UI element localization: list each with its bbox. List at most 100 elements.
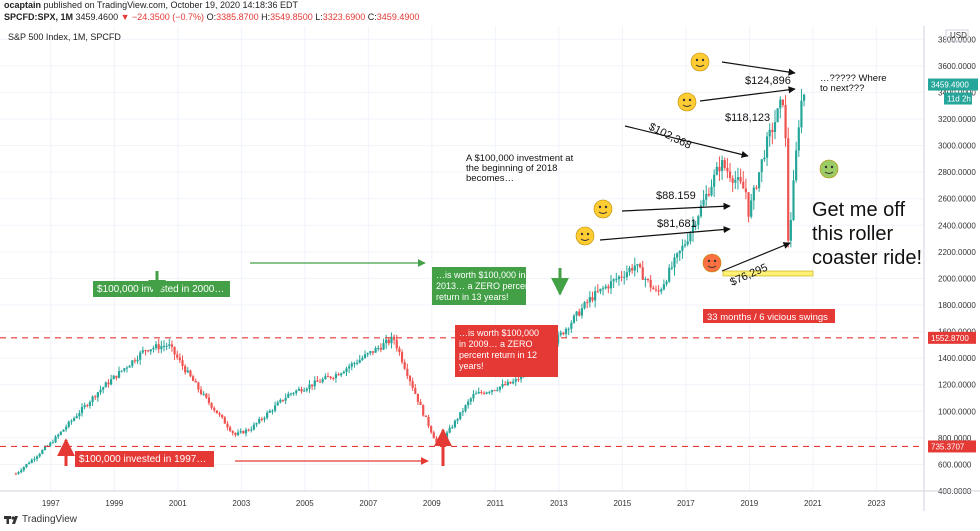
- candle-down: [641, 267, 644, 280]
- candle-up: [88, 402, 92, 406]
- candle-up: [168, 344, 171, 346]
- reference-price-tag: [928, 440, 976, 453]
- y-tick-label: 2000.0000: [938, 274, 976, 283]
- red-annotation-2009-box: [455, 325, 558, 377]
- roller-coaster-text: coaster ride!: [812, 247, 922, 269]
- candle-up: [662, 284, 665, 290]
- candle-up: [477, 392, 480, 394]
- roller-coaster-text: Get me off: [812, 199, 905, 221]
- value-arrow: [599, 225, 731, 241]
- value-arrow: [624, 125, 749, 158]
- candle-up: [287, 393, 290, 398]
- candle-down: [157, 344, 160, 350]
- candle-up: [623, 277, 626, 279]
- candle-up: [382, 343, 385, 350]
- tired-face-icon: [593, 199, 613, 219]
- y-tick-label: 2400.0000: [938, 221, 976, 230]
- candle-down: [607, 286, 610, 289]
- candle-up: [699, 205, 703, 217]
- candle-up: [104, 382, 107, 388]
- candle-up: [686, 241, 689, 245]
- publish-info: ocaptain published on TradingView.com, O…: [0, 0, 980, 12]
- candle-down: [189, 370, 192, 377]
- where-next-text: …????? Where: [820, 73, 887, 84]
- x-tick-label: 2019: [740, 499, 758, 508]
- x-tick-label: 2005: [296, 499, 314, 508]
- candle-down: [432, 432, 435, 439]
- candle-up: [512, 381, 515, 384]
- publisher-name[interactable]: ocaptain: [4, 0, 42, 10]
- candle-up: [691, 225, 695, 233]
- candle-down: [215, 410, 218, 414]
- value-label: $81,681: [657, 218, 697, 230]
- tradingview-brand[interactable]: TradingView: [4, 514, 77, 525]
- current-price-label: 3459.4900: [931, 81, 969, 90]
- roller-coaster-text: this roller: [812, 223, 893, 245]
- candle-up: [67, 421, 70, 427]
- candle-down: [115, 375, 118, 378]
- candle-up: [448, 427, 451, 433]
- candle-down: [620, 276, 623, 278]
- value-label: $124,896: [745, 75, 791, 87]
- candle-up: [202, 393, 205, 395]
- chart-title: S&P 500 Index, 1M, SPCFD: [8, 32, 121, 42]
- candle-up: [779, 99, 782, 109]
- candle-up: [345, 368, 348, 372]
- candle-up: [136, 359, 139, 362]
- candle-up: [51, 442, 55, 444]
- candle-up: [609, 281, 613, 289]
- candle-up: [472, 393, 475, 399]
- candle-up: [250, 429, 253, 431]
- candle-up: [570, 322, 573, 329]
- candle-up: [673, 257, 676, 268]
- candle-up: [660, 289, 663, 292]
- candle-down: [517, 379, 520, 381]
- candle-down: [242, 431, 245, 434]
- candle-up: [62, 429, 65, 432]
- money-face-icon: [690, 52, 710, 72]
- candle-down: [226, 423, 229, 428]
- candle-down: [213, 407, 216, 411]
- candle-down: [416, 393, 420, 402]
- x-tick-label: 2013: [550, 499, 568, 508]
- current-price-tag: [928, 78, 978, 91]
- candle-up: [760, 159, 763, 173]
- candle-up: [601, 288, 605, 290]
- red-annotation-2009-text: years!: [459, 361, 484, 371]
- candle-up: [276, 402, 279, 406]
- candle-up: [263, 417, 266, 420]
- candle-up: [715, 166, 718, 175]
- candle-down: [398, 348, 401, 353]
- candle-up: [445, 432, 449, 439]
- candle-up: [273, 405, 277, 411]
- green-annotation-2000-text: $100,000 invested in 2000…: [97, 284, 224, 295]
- candle-up: [713, 174, 716, 187]
- candle-down: [419, 401, 422, 406]
- candle-down: [784, 105, 787, 139]
- money-face-icon-mouth: [695, 64, 705, 67]
- candle-up: [612, 279, 615, 282]
- candle-down: [787, 138, 790, 241]
- x-tick-label: 2017: [677, 499, 695, 508]
- red-annotation-swings-text: 33 months / 6 vicious swings: [707, 312, 828, 323]
- candle-up: [279, 399, 282, 403]
- close-label: C:: [367, 12, 377, 22]
- candle-down: [586, 302, 589, 304]
- candle-down: [562, 332, 565, 335]
- candle-up: [488, 391, 491, 393]
- candle-up: [38, 453, 41, 457]
- candle-up: [65, 426, 68, 430]
- candle-down: [184, 366, 187, 373]
- candle-up: [702, 199, 705, 206]
- x-tick-label: 2003: [232, 499, 250, 508]
- candle-down: [94, 396, 97, 398]
- candle-up: [131, 360, 134, 366]
- price-chart[interactable]: 400.0000600.0000800.00001000.00001200.00…: [0, 26, 980, 514]
- open-value: 3385.8700: [216, 12, 259, 22]
- party-face-icon-mouth: [682, 104, 692, 107]
- intro-text: A $100,000 investment at: [466, 153, 574, 164]
- candle-down: [771, 129, 774, 133]
- candle-up: [451, 427, 454, 429]
- x-tick-label: 2021: [804, 499, 822, 508]
- candle-up: [25, 464, 28, 468]
